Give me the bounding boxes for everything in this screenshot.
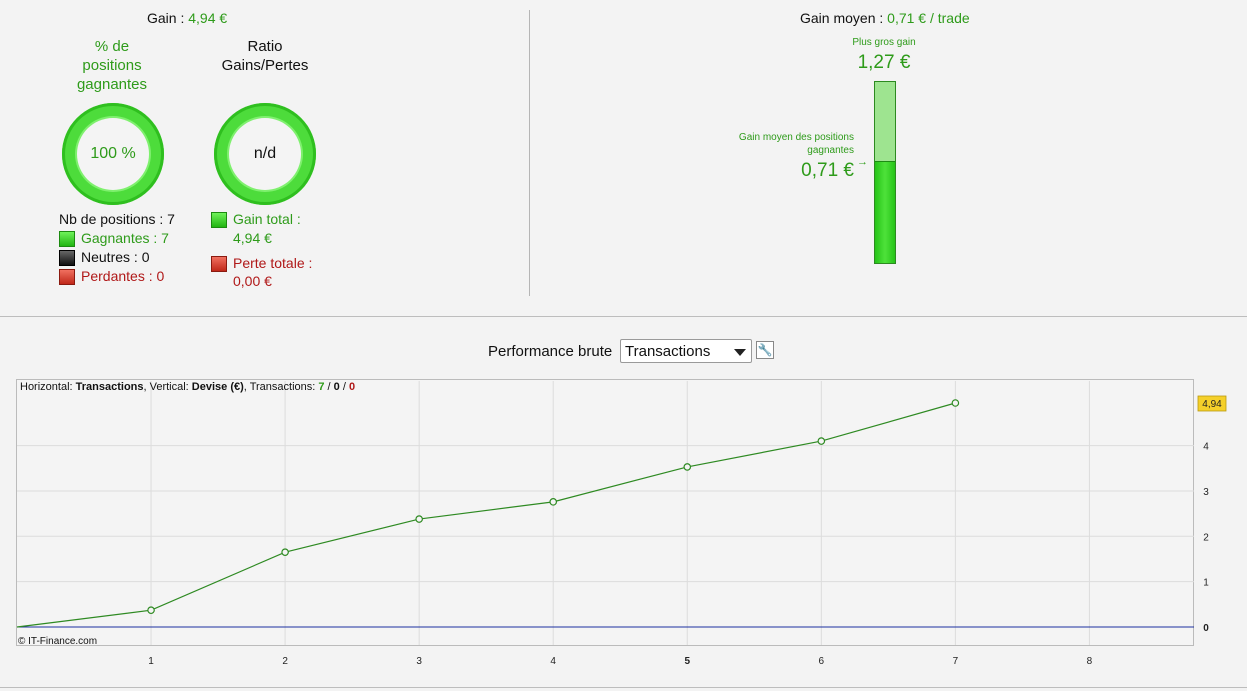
caption-t-loss: 0 — [348, 381, 356, 393]
ratio-value: n/d — [229, 118, 301, 190]
performance-title: Performance brute — [488, 343, 613, 360]
gain-summary: Gain : 4,94 € — [147, 10, 227, 26]
last-value-tag — [1197, 395, 1227, 412]
total-loss-value: 0,00 € — [233, 273, 272, 289]
x-tick-label: 5 — [684, 656, 690, 667]
neutral-legend-icon — [59, 250, 75, 266]
panel-divider — [529, 10, 530, 296]
nb-positions: Nb de positions : 7 — [59, 211, 175, 227]
avg-gain-value: 0,71 € / trade — [887, 10, 970, 26]
ratio-title-line-2: Gains/Pertes — [221, 57, 309, 74]
y-tick-label: 3 — [1203, 487, 1209, 498]
chart-caption: Horizontal: Transactions, Vertical: Devi… — [20, 381, 355, 393]
avg-win-label: Gain moyen des positions gagnantes — [700, 131, 854, 157]
total-loss-label: Perte totale : — [233, 255, 313, 271]
chart-frame — [16, 379, 1194, 646]
avg-win-label-line-1: Gain moyen des positions — [738, 132, 854, 143]
biggest-gain-value: 1,27 € — [857, 52, 911, 73]
ratio-title-line-1: Ratio — [247, 38, 283, 55]
x-tick-label: 7 — [953, 656, 959, 667]
caption-v-value: Devise (€) — [191, 381, 244, 393]
avg-win-pointer-icon: → — [857, 156, 868, 168]
winning-pct-ring: 100 % — [62, 103, 164, 205]
x-tick-label: 1 — [148, 656, 154, 667]
x-tick-label: 8 — [1087, 656, 1093, 667]
winning-legend-icon — [59, 231, 75, 247]
biggest-gain-label: Plus gros gain — [852, 37, 916, 48]
winning-count: Gagnantes : 7 — [81, 230, 169, 246]
caption-v-label: , Vertical: — [143, 381, 192, 393]
caption-h-value: Transactions — [75, 381, 144, 393]
x-tick-label: 6 — [819, 656, 825, 667]
y-tick-label: 4 — [1203, 442, 1209, 453]
performance-select-value: Transactions — [625, 343, 711, 360]
avg-win-value: 0,71 € — [801, 160, 854, 181]
copyright: © IT-Finance.com — [18, 636, 98, 647]
losing-legend-icon — [59, 269, 75, 285]
x-tick-label: 3 — [416, 656, 422, 667]
wrench-icon[interactable]: 🔧 — [756, 341, 774, 359]
gain-value: 4,94 € — [188, 10, 228, 26]
avg-gain-label: Gain moyen : — [800, 10, 884, 26]
winning-pct-value: 100 % — [77, 118, 149, 190]
y-tick-label: 2 — [1203, 532, 1209, 543]
neutral-count: Neutres : 0 — [81, 249, 150, 265]
pct-winning-title: % de positions gagnantes — [62, 37, 162, 94]
pct-title-line-2: positions — [82, 57, 142, 74]
gain-label: Gain : — [147, 10, 185, 26]
pct-title-line-3: gagnantes — [76, 76, 148, 93]
avg-win-label-line-2: gagnantes — [807, 145, 854, 156]
caption-h-label: Horizontal: — [20, 381, 76, 393]
performance-select[interactable]: Transactions — [620, 339, 752, 363]
ratio-title: Ratio Gains/Pertes — [205, 37, 325, 75]
losing-count: Perdantes : 0 — [81, 268, 165, 284]
caption-t-win: 7 — [318, 381, 325, 393]
y-tick-label: 0 — [1203, 623, 1209, 634]
x-tick-label: 4 — [550, 656, 556, 667]
total-loss-icon — [211, 256, 227, 272]
total-gain-icon — [211, 212, 227, 228]
total-gain-value: 4,94 € — [233, 230, 272, 246]
x-tick-label: 2 — [282, 656, 288, 667]
chevron-down-icon — [734, 349, 746, 356]
avg-gain-summary: Gain moyen : 0,71 € / trade — [800, 10, 970, 26]
total-gain-label: Gain total : — [233, 211, 301, 227]
bottom-divider — [0, 687, 1247, 688]
ratio-ring: n/d — [214, 103, 316, 205]
caption-t-neutral: 0 — [333, 381, 340, 393]
section-divider — [0, 316, 1247, 317]
caption-t-label: , Transactions: — [243, 381, 319, 393]
gain-gauge — [874, 81, 896, 264]
gain-gauge-fill — [875, 160, 895, 263]
y-tick-label: 1 — [1203, 578, 1209, 589]
caption-sep-1: / — [324, 381, 334, 393]
last-value-label: 4,94 — [1202, 399, 1222, 410]
caption-sep-2: / — [339, 381, 349, 393]
pct-title-line-1: % de — [94, 38, 130, 55]
